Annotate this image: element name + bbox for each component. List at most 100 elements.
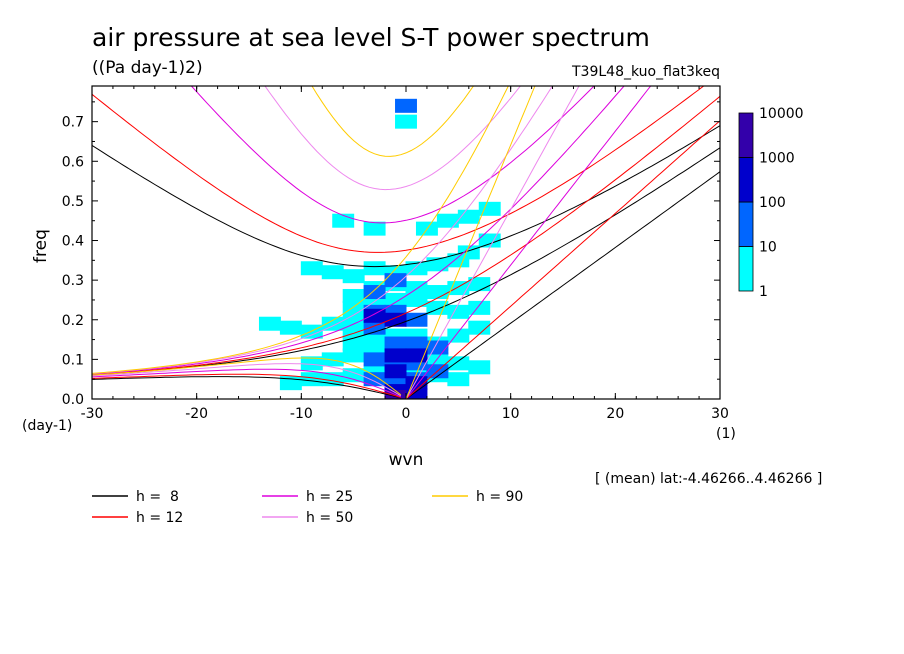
spectrum-cell-19 [279, 320, 302, 335]
rossby-wave-curve-h90 [92, 357, 402, 396]
gravity-wave-curve-h8 [92, 125, 720, 268]
colorbar-level-label: 1000 [759, 151, 795, 167]
y-tick-label: 0.7 [62, 115, 84, 131]
spectrum-cell-31 [342, 300, 365, 315]
colorbar-swatch [738, 201, 754, 247]
latitude-footnote: [ (mean) lat:-4.46266..4.46266 ] [595, 471, 822, 487]
spectrum-cell-24 [342, 288, 365, 303]
x-tick-label: 10 [502, 406, 520, 422]
spectrum-cell-76 [363, 372, 386, 387]
x-tick-label: -10 [290, 406, 313, 422]
rossby-wave-curve-h8 [92, 376, 401, 399]
spectrum-cell-43 [447, 328, 470, 343]
spectrum-cell-55 [300, 372, 323, 387]
run-label: T39L48_kuo_flat3keq [571, 64, 720, 80]
spectrum-cell-52 [447, 356, 470, 371]
y-tick-label: 0.3 [62, 273, 84, 289]
spectrum-cell-36 [447, 304, 470, 319]
spectrum-cell-67 [405, 312, 428, 327]
spectrum-cell-7 [478, 201, 501, 216]
x-tick-label: -20 [185, 406, 208, 422]
colorbar-level-label: 10 [759, 240, 777, 256]
chart-units: ((Pa day-1)2) [92, 58, 203, 78]
gravity-wave-curve-h90 [311, 86, 475, 157]
gravity-wave-curve-h50 [264, 86, 522, 191]
spectrum-cell-22 [342, 312, 365, 327]
spectrum-cell-44 [468, 320, 491, 335]
axis-ticks: -30 -20 -10 0 10 20 30 0.0 0.1 0.2 0.3 0.4 0.5 0.6 0.7 [62, 86, 729, 422]
chart-title: air pressure at sea level S-T power spec… [92, 23, 650, 52]
spectrum-cell-39 [363, 332, 386, 347]
y-tick-label: 0.4 [62, 234, 84, 250]
x-tick-label: 20 [606, 406, 624, 422]
spectrum-cell-28 [426, 285, 449, 300]
spectrum-cell-3 [363, 221, 386, 236]
spectrum-cell-46 [321, 352, 344, 367]
spectrum-cell-53 [468, 360, 491, 375]
colorbar-swatch [738, 246, 754, 292]
spectrum-cell-57 [342, 368, 365, 383]
spectrum-cell-86 [405, 388, 428, 399]
spectrum-cell-33 [384, 292, 407, 307]
y-tick-label: 0.2 [62, 313, 84, 329]
spectrum-cell-29 [447, 281, 470, 296]
y-tick-label: 0.0 [62, 392, 84, 408]
y-unit-label: (day-1) [22, 418, 72, 434]
kelvin-wave-curve-h50 [405, 86, 580, 399]
x-tick-label: 0 [402, 406, 411, 422]
gravity-wave-curve-h12 [92, 86, 705, 253]
spectrum-cell-62 [447, 372, 470, 387]
rossby-wave-curve-h12 [92, 373, 401, 398]
spectrum-cell-37 [468, 300, 491, 315]
legend-label: h = 8 [136, 489, 179, 505]
legend-label: h = 25 [306, 489, 353, 505]
spectrum-cell-8 [300, 261, 323, 276]
spectrum-cell-9 [321, 265, 344, 280]
kelvin-wave-curve-h90 [405, 86, 536, 399]
colorbar-level-label: 10000 [759, 106, 804, 122]
rossby-wave-curve-h50 [92, 363, 402, 397]
spectrum-cell-63 [363, 285, 386, 300]
spectrum-cell-64 [384, 273, 407, 288]
mrg-wave-curve-h50 [92, 86, 553, 375]
spectrum-cell-80 [363, 308, 386, 323]
spectrum-cell-5 [436, 213, 459, 228]
colorbar-swatch [738, 157, 754, 203]
kelvin-wave-curve-h25 [405, 86, 652, 399]
mrg-wave-curve-h90 [92, 86, 509, 374]
spectrum-cell-18 [258, 316, 281, 331]
x-tick-label: 30 [711, 406, 729, 422]
kelvin-wave-curve-h12 [405, 120, 720, 399]
x-tick-label: -30 [81, 406, 104, 422]
spectrum-cell-81 [384, 348, 407, 363]
mrg-wave-curve-h25 [92, 86, 625, 375]
rossby-wave-curve-h25 [92, 368, 401, 398]
y-tick-label: 0.1 [62, 352, 84, 368]
spectrum-cell-34 [405, 292, 428, 307]
x-axis-label: wvn [389, 450, 424, 470]
colorbar-swatch [738, 112, 754, 158]
colorbar-level-label: 100 [759, 195, 786, 211]
spectrum-cell-71 [363, 352, 386, 367]
spectrum-cell-69 [384, 336, 407, 351]
legend-label: h = 50 [306, 510, 353, 526]
y-tick-label: 0.5 [62, 194, 84, 210]
spectrum-cell-45 [300, 356, 323, 371]
x-unit-label: (1) [716, 426, 736, 442]
spectrum-cell-21 [321, 316, 344, 331]
mrg-wave-curve-h12 [92, 95, 720, 376]
legend-label: h = 12 [136, 510, 183, 526]
spectrum-cell-11 [363, 261, 386, 276]
kelvin-wave-curve-h8 [405, 171, 720, 399]
spectrum-cell-10 [342, 269, 365, 284]
colorbar: 1 10 100 1000 10000 [738, 106, 804, 300]
spectrum-cell-70 [405, 336, 428, 351]
spectrum-cell-1 [395, 114, 417, 129]
spectrum-cell-47 [342, 348, 365, 363]
y-tick-label: 0.6 [62, 154, 84, 170]
spectrum-cell-0 [395, 98, 417, 113]
spectrum-cell-82 [405, 348, 428, 363]
curve-legend: h = 8 h = 12 h = 25 h = 50 h = 90 [92, 489, 523, 526]
y-axis-label: freq [31, 229, 51, 263]
